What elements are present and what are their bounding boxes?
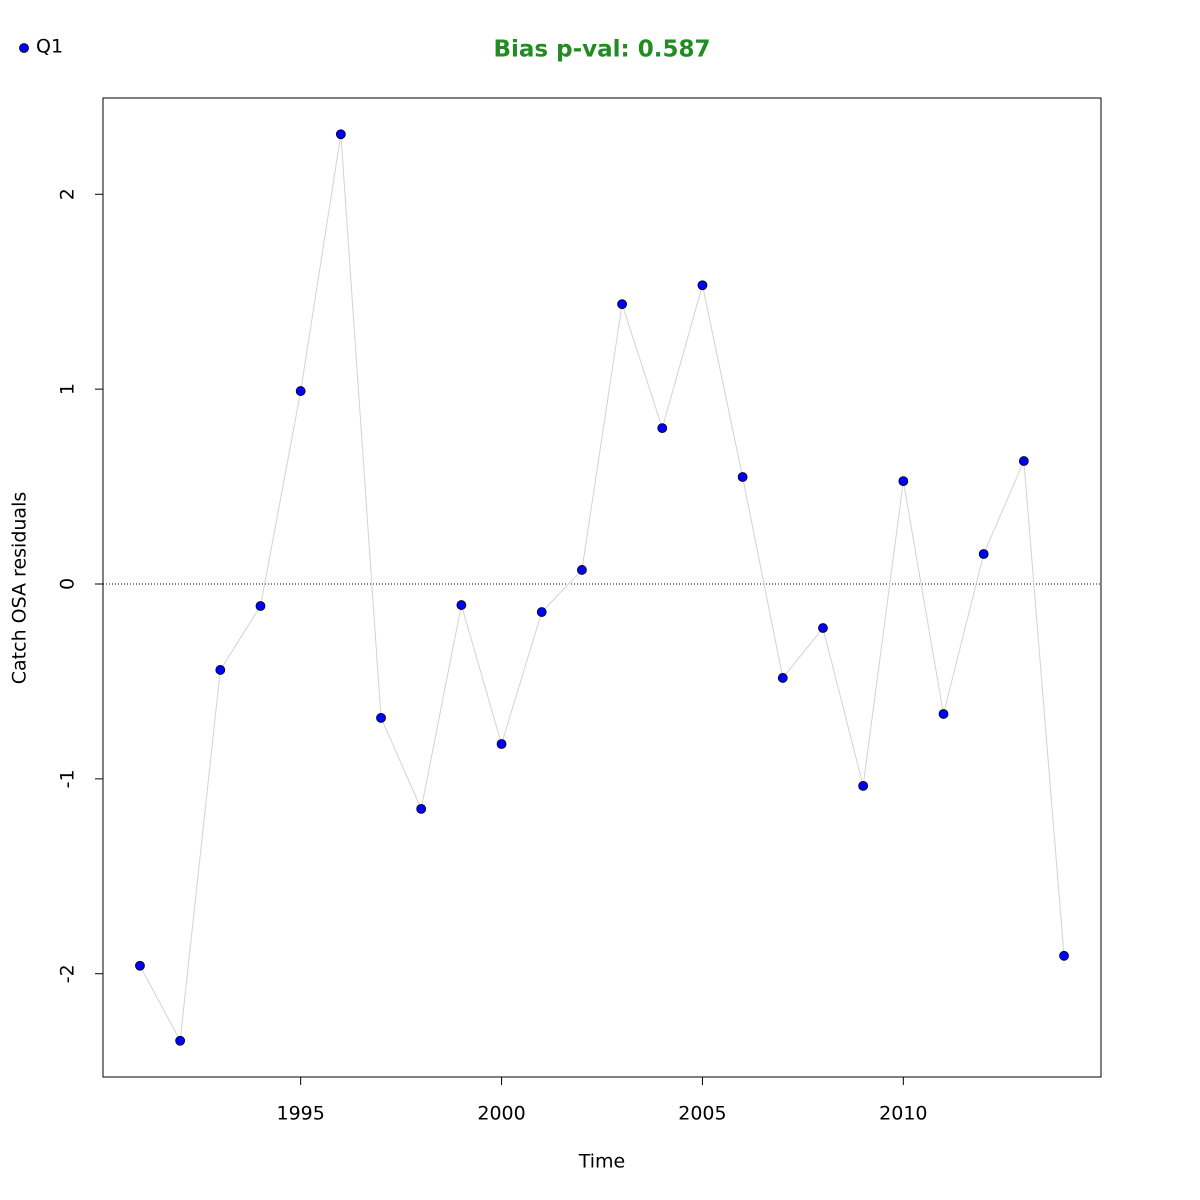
data-point	[697, 280, 708, 291]
chart-title: Bias p-val: 0.587	[494, 37, 711, 63]
y-tick-label: 2	[57, 188, 79, 200]
y-tick-label: 0	[57, 578, 79, 590]
data-point	[295, 386, 306, 396]
x-tick-label: 2010	[879, 1103, 927, 1125]
y-axis-label: Catch OSA residuals	[9, 492, 31, 684]
x-axis-label: Time	[578, 1151, 626, 1173]
data-point	[858, 780, 869, 791]
data-point	[536, 607, 547, 617]
y-tick-label: -2	[57, 964, 79, 983]
data-point	[456, 600, 467, 610]
data-point	[376, 712, 386, 723]
data-point	[335, 129, 346, 140]
data-point	[777, 673, 788, 683]
data-point	[1018, 456, 1029, 466]
data-point	[938, 709, 949, 719]
y-tick-label: -1	[57, 769, 79, 788]
data-point	[898, 476, 909, 487]
data-point	[818, 623, 828, 633]
data-point	[577, 565, 587, 575]
data-point	[1059, 950, 1069, 961]
series-line	[139, 134, 1065, 1043]
data-point	[416, 803, 427, 814]
y-tick-label: 1	[57, 383, 79, 395]
legend-label: Q1	[36, 36, 63, 58]
data-point	[496, 739, 507, 749]
x-tick-label: 2005	[678, 1103, 726, 1125]
data-point	[135, 960, 145, 971]
data-point	[255, 601, 266, 611]
x-tick-label: 1995	[276, 1103, 324, 1125]
data-point	[978, 549, 989, 559]
data-point	[175, 1035, 186, 1046]
data-point	[737, 472, 748, 482]
data-point	[657, 423, 668, 434]
legend-marker	[19, 43, 29, 53]
data-point	[617, 299, 627, 310]
plot-frame	[102, 97, 1102, 1078]
data-point	[215, 665, 226, 675]
x-tick-label: 2000	[477, 1103, 525, 1125]
